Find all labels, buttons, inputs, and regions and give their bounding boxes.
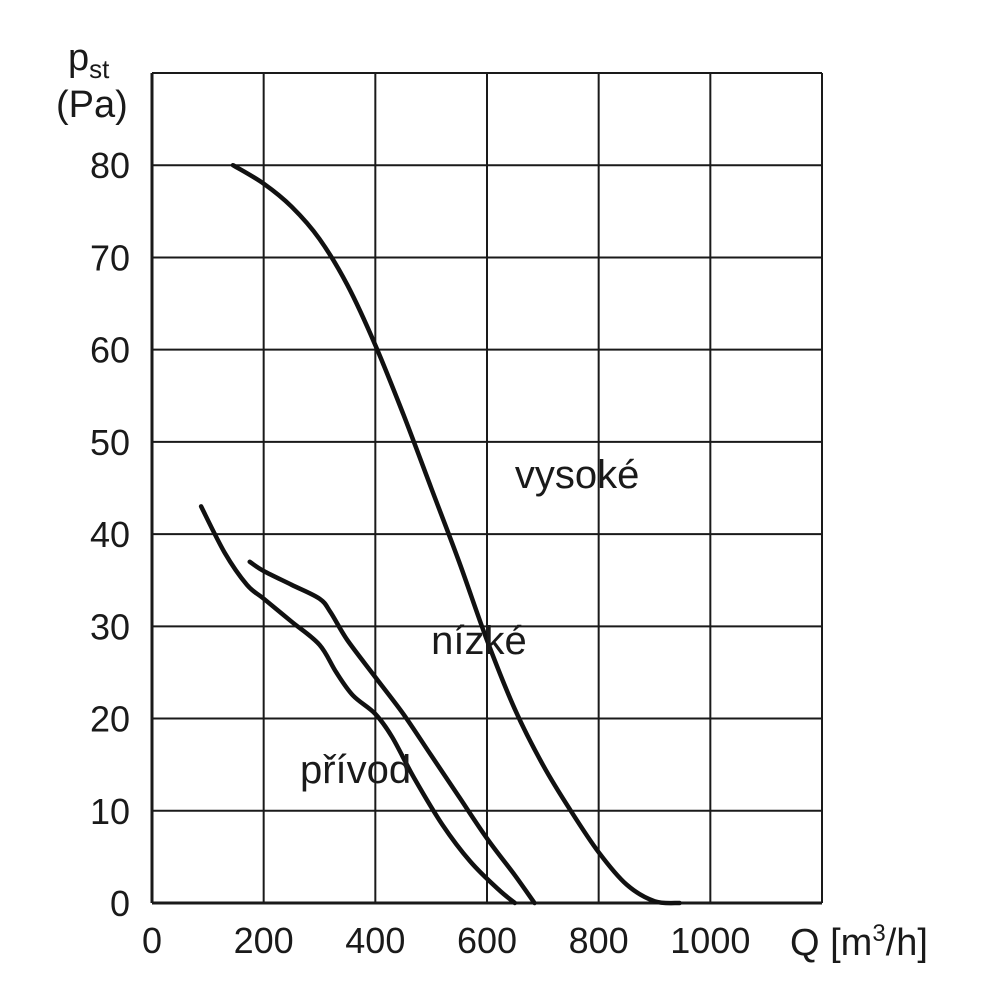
y-tick-label: 30 (90, 606, 130, 647)
series: vysoké nízké přívod (198, 162, 682, 906)
series-label-nizke: nízké (431, 619, 527, 663)
y-axis-title: pst (68, 37, 110, 84)
x-tick-label: 600 (457, 920, 517, 961)
x-tick-label: 1000 (670, 920, 750, 961)
series-line-nizke (247, 559, 537, 906)
series-line-vysoke (230, 162, 682, 906)
y-tick-label: 60 (90, 330, 130, 371)
series-label-vysoke: vysoké (515, 453, 640, 497)
y-tick-label: 50 (90, 422, 130, 463)
series-line-privod (198, 504, 518, 906)
x-tick-label: 0 (142, 920, 162, 961)
y-axis-unit: (Pa) (56, 84, 128, 126)
y-tick-label: 80 (90, 145, 130, 186)
y-tick-label: 10 (90, 791, 130, 832)
x-tick-label: 400 (345, 920, 405, 961)
y-tick-label: 20 (90, 699, 130, 740)
y-tick-label: 0 (110, 883, 130, 924)
x-tick-label: 800 (569, 920, 629, 961)
y-tick-label: 40 (90, 514, 130, 555)
grid (152, 72, 823, 903)
x-axis-title: Q [m3/h] (790, 920, 928, 964)
axes (150, 73, 822, 905)
x-tick-label: 200 (234, 920, 294, 961)
series-label-privod: přívod (300, 748, 411, 792)
y-tick-label: 70 (90, 237, 130, 278)
